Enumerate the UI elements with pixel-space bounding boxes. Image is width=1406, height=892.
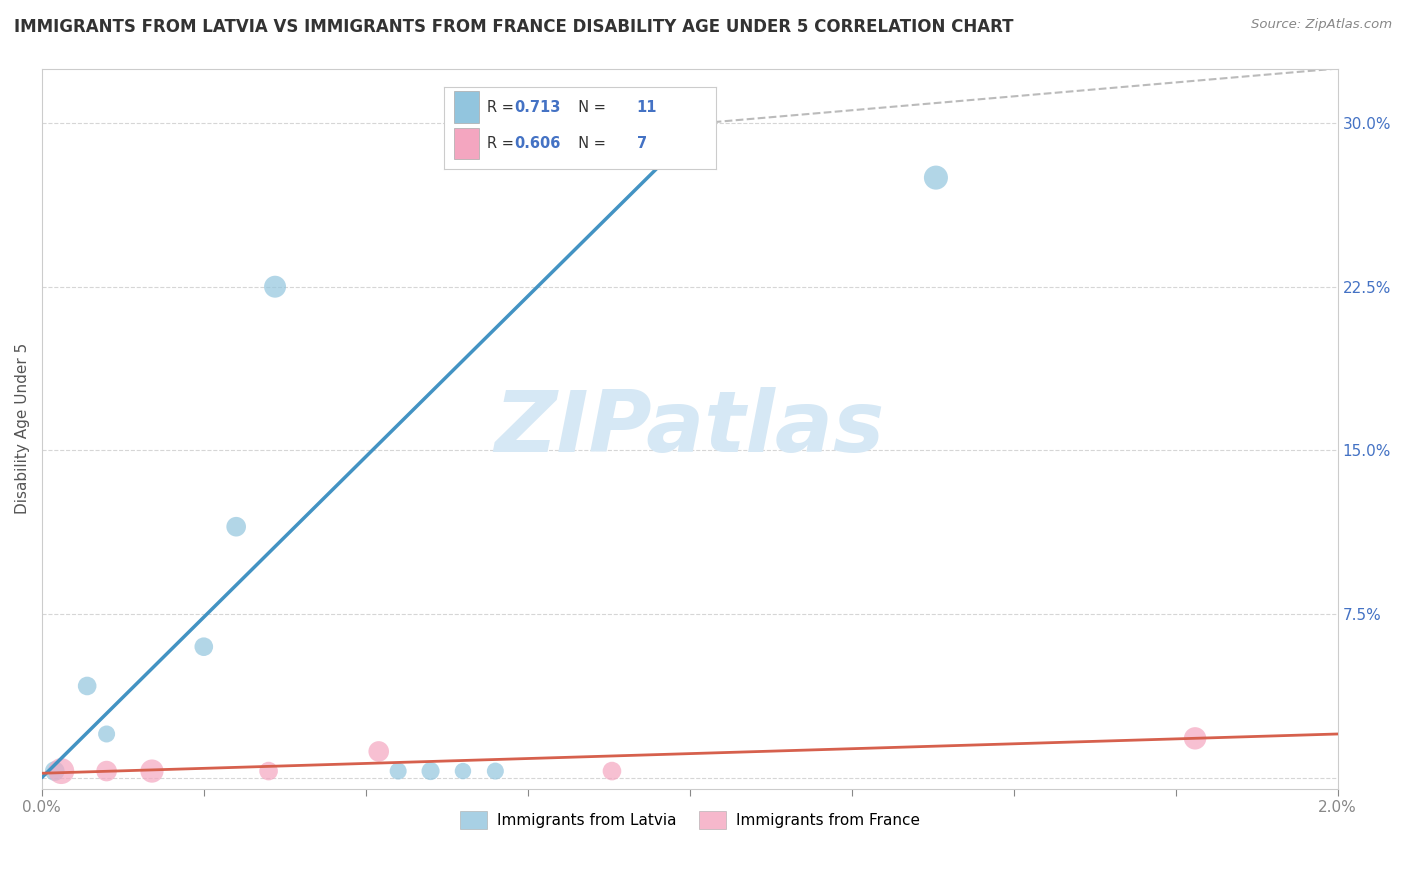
Point	[76, 679, 98, 693]
Point	[225, 519, 247, 533]
Point	[451, 764, 474, 778]
Legend: Immigrants from Latvia, Immigrants from France: Immigrants from Latvia, Immigrants from …	[454, 805, 925, 835]
Point	[484, 764, 506, 778]
Point	[257, 764, 280, 778]
Point	[51, 764, 73, 778]
Text: Source: ZipAtlas.com: Source: ZipAtlas.com	[1251, 18, 1392, 31]
Point	[367, 744, 389, 758]
Point	[1184, 731, 1206, 746]
Y-axis label: Disability Age Under 5: Disability Age Under 5	[15, 343, 30, 514]
Point	[44, 764, 66, 778]
Text: IMMIGRANTS FROM LATVIA VS IMMIGRANTS FROM FRANCE DISABILITY AGE UNDER 5 CORRELAT: IMMIGRANTS FROM LATVIA VS IMMIGRANTS FRO…	[14, 18, 1014, 36]
Point	[387, 764, 409, 778]
Point	[96, 727, 118, 741]
Point	[141, 764, 163, 778]
Text: ZIPatlas: ZIPatlas	[495, 387, 884, 470]
Point	[925, 170, 948, 185]
Point	[419, 764, 441, 778]
Point	[193, 640, 215, 654]
Point	[600, 764, 623, 778]
Point	[96, 764, 118, 778]
Point	[264, 279, 287, 293]
